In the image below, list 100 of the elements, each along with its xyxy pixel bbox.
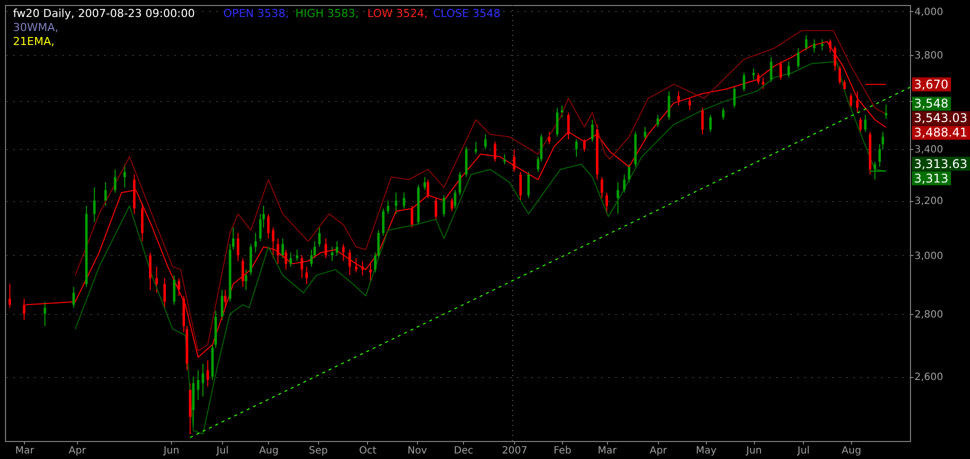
candlestick	[834, 45, 836, 72]
candlestick	[402, 192, 406, 210]
candlestick	[856, 90, 859, 114]
candlestick	[394, 192, 398, 214]
x-tick-label: Dec	[454, 446, 474, 456]
candlestick	[410, 205, 414, 228]
text: 3,543.03	[914, 111, 968, 126]
candlestick	[527, 171, 530, 198]
candlestick	[575, 138, 578, 158]
candlestick	[44, 301, 46, 327]
candlestick	[336, 240, 338, 256]
candlestick	[805, 34, 808, 51]
candlestick	[424, 176, 426, 191]
candlestick	[600, 176, 604, 198]
candlestick	[318, 226, 321, 248]
candlestick	[458, 171, 462, 196]
candlestick	[220, 289, 224, 320]
candlestick	[556, 107, 559, 138]
y-tick-label: 2,800	[914, 309, 944, 320]
candlestick	[272, 226, 274, 259]
candlestick	[348, 249, 352, 276]
x-tick-label: Apr	[68, 446, 87, 456]
x-tick-label: Jul	[796, 446, 810, 456]
text: 3,670	[914, 77, 948, 92]
candlestick	[382, 208, 385, 236]
candlestick	[722, 107, 725, 120]
candlestick	[361, 260, 364, 276]
candlestick	[386, 200, 390, 214]
candlestick	[93, 186, 96, 223]
annotation: 21EMA,	[13, 35, 54, 48]
candlestick	[484, 134, 487, 150]
candlestick	[114, 168, 116, 194]
candlestick	[779, 61, 782, 80]
y-tick-label: 3,000	[914, 250, 944, 262]
x-tick-label: Jul	[216, 446, 229, 456]
y-tick-label: 3,800	[914, 50, 944, 62]
candlestick	[843, 79, 846, 92]
candlestick	[178, 278, 180, 296]
candlestick	[882, 131, 884, 150]
y-tick-label: 3,400	[914, 144, 944, 156]
candlestick	[426, 179, 430, 198]
candlestick	[591, 119, 594, 142]
x-tick-label: Feb	[554, 446, 572, 456]
candlestick	[474, 141, 478, 155]
x-tick-label: May	[696, 446, 717, 456]
candlestick	[163, 278, 166, 308]
candlestick	[519, 171, 522, 202]
candlestick	[583, 138, 586, 152]
candlestick	[850, 93, 852, 108]
candlestick	[512, 148, 516, 172]
text: 3,313.63	[914, 156, 968, 171]
x-tick-label: Aug	[259, 446, 279, 456]
candlestick	[434, 197, 438, 220]
candlestick	[305, 266, 308, 285]
candlestick	[548, 131, 551, 145]
candlestick	[450, 197, 454, 212]
candlestick	[242, 258, 244, 288]
candlestick	[104, 182, 107, 206]
x-tick-label: Mar	[598, 446, 618, 456]
x-tick-label: Mar	[15, 446, 35, 456]
candlestick	[454, 190, 456, 210]
candlestick	[878, 144, 881, 168]
candlestick	[330, 246, 334, 262]
candlestick	[8, 284, 12, 308]
candlestick	[224, 289, 227, 308]
candlestick	[644, 126, 646, 140]
candlestick	[884, 104, 888, 120]
annotation: CLOSE 3548	[433, 7, 500, 20]
candlestick	[442, 194, 446, 218]
candlestick	[123, 164, 126, 188]
annotation: HIGH 3583,	[295, 7, 359, 20]
candlestick	[202, 363, 204, 397]
text: 3,488.41	[914, 126, 968, 140]
candlestick	[787, 61, 790, 78]
x-tick-label: Apr	[650, 446, 668, 456]
candlestick	[503, 154, 506, 165]
candlestick	[838, 66, 842, 85]
candlestick	[148, 252, 152, 290]
candlestick	[342, 244, 345, 262]
candlestick	[324, 238, 328, 259]
candlestick	[289, 252, 292, 268]
candlestick	[623, 174, 626, 194]
candlestick	[172, 274, 176, 306]
candlestick	[605, 192, 608, 214]
x-tick-label: Oct	[359, 446, 377, 456]
x-tick-label: Sep	[308, 446, 328, 456]
candlestick	[688, 98, 691, 111]
candlestick	[709, 114, 712, 132]
candlestick	[616, 182, 620, 214]
y-tick-label: 2,600	[914, 372, 944, 384]
text: 3,548	[914, 96, 948, 111]
candlestick	[733, 86, 736, 108]
candlestick	[196, 370, 200, 400]
candlestick	[677, 90, 680, 106]
candlestick	[859, 116, 862, 132]
candlestick	[757, 72, 760, 85]
candlestick	[770, 56, 772, 83]
candlestick	[628, 164, 630, 183]
annotation: LOW 3524,	[367, 7, 428, 20]
candlestick	[284, 249, 288, 270]
